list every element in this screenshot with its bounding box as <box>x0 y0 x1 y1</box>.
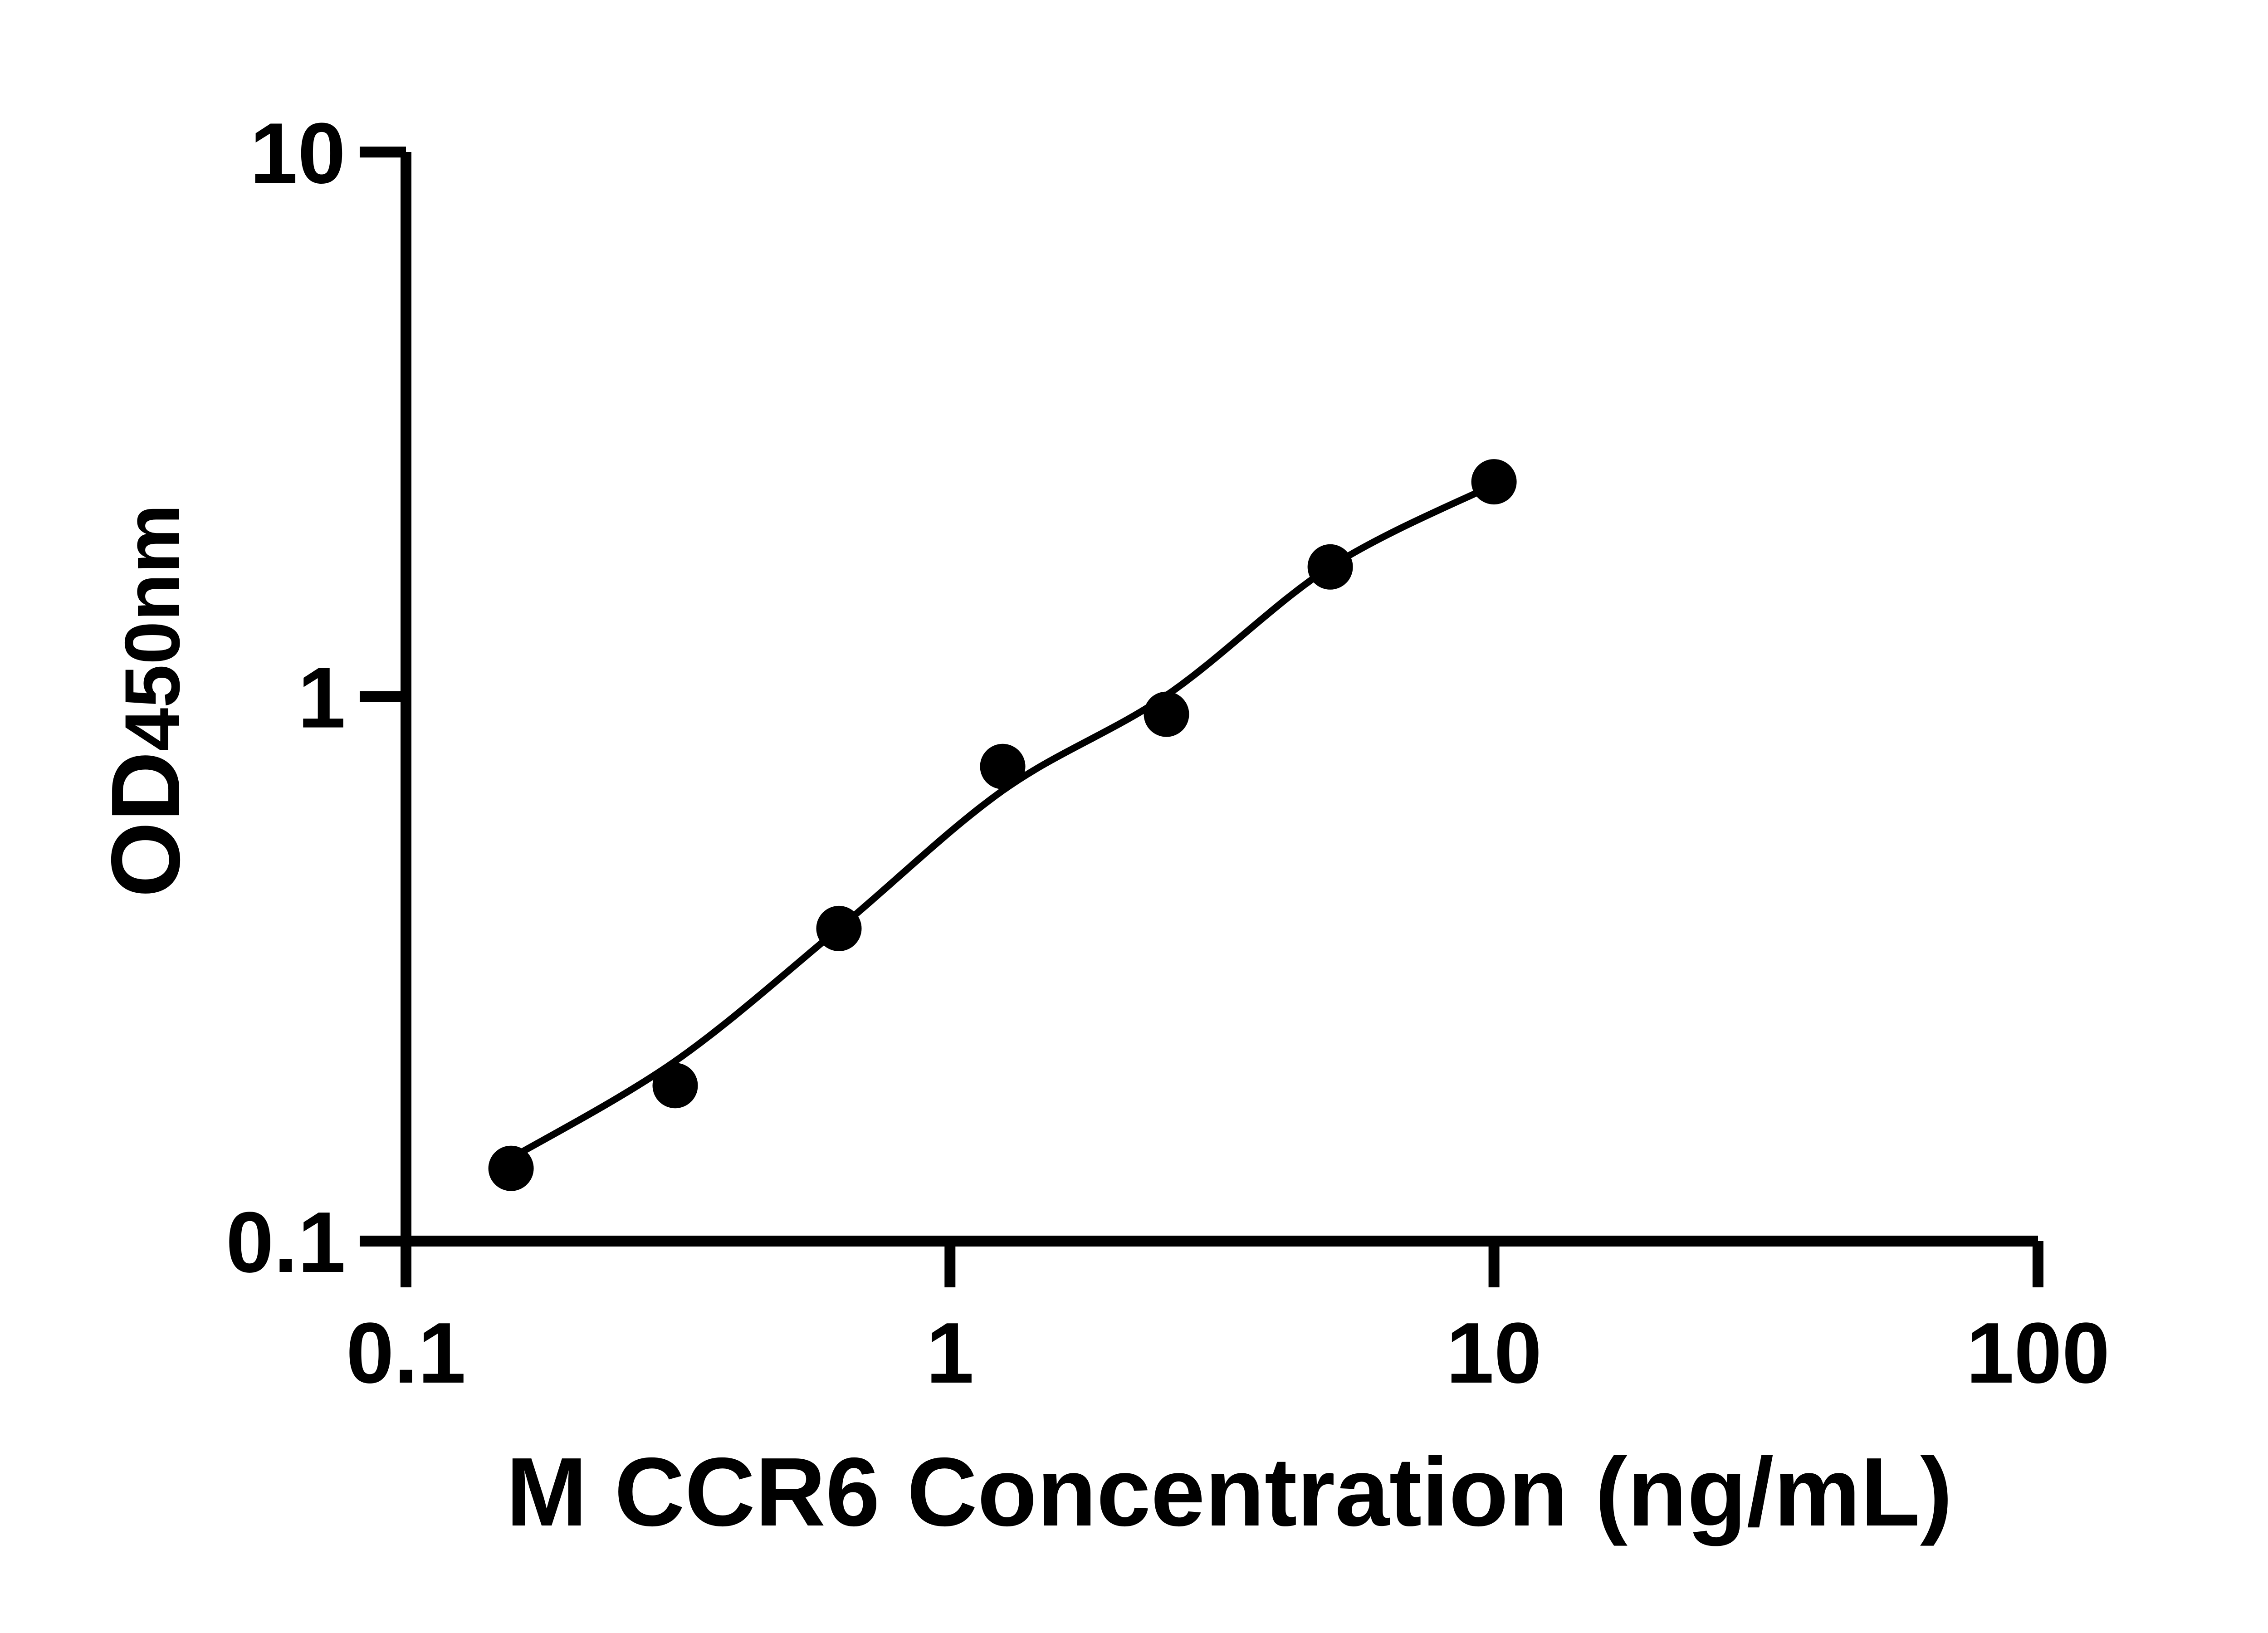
x-tick-label-1: 1 <box>926 1305 974 1401</box>
data-point-3 <box>816 905 862 951</box>
data-point-2 <box>652 1063 698 1109</box>
data-point-6 <box>1307 544 1353 590</box>
x-tick-label-10: 10 <box>1446 1305 1542 1401</box>
y-tick-label-1: 1 <box>298 650 346 746</box>
data-point-5 <box>1144 691 1189 737</box>
x-axis-ticks <box>401 1241 2043 1287</box>
data-points <box>488 459 1517 1191</box>
x-axis-tick-labels: 0.1 1 10 100 <box>346 1305 2110 1401</box>
y-axis-ticks <box>360 147 406 1247</box>
y-tick-label-10: 10 <box>250 105 346 201</box>
x-axis-title: M CCR6 Concentration (ng/mL) <box>506 1437 1953 1546</box>
y-tick-label-0.1: 0.1 <box>226 1194 346 1291</box>
x-tick-label-100: 100 <box>1966 1305 2110 1401</box>
data-point-4 <box>980 743 1026 789</box>
y-axis-tick-labels: 0.1 1 10 <box>226 105 346 1291</box>
y-axis-title-main: OD <box>91 751 200 898</box>
x-tick-label-0.1: 0.1 <box>346 1305 466 1401</box>
data-point-1 <box>488 1145 534 1191</box>
y-axis-title-subscript: 450nm <box>109 504 196 751</box>
data-point-7 <box>1471 459 1517 505</box>
y-axis-title: OD450nm <box>91 504 200 897</box>
fit-curve-line <box>508 481 1498 1162</box>
